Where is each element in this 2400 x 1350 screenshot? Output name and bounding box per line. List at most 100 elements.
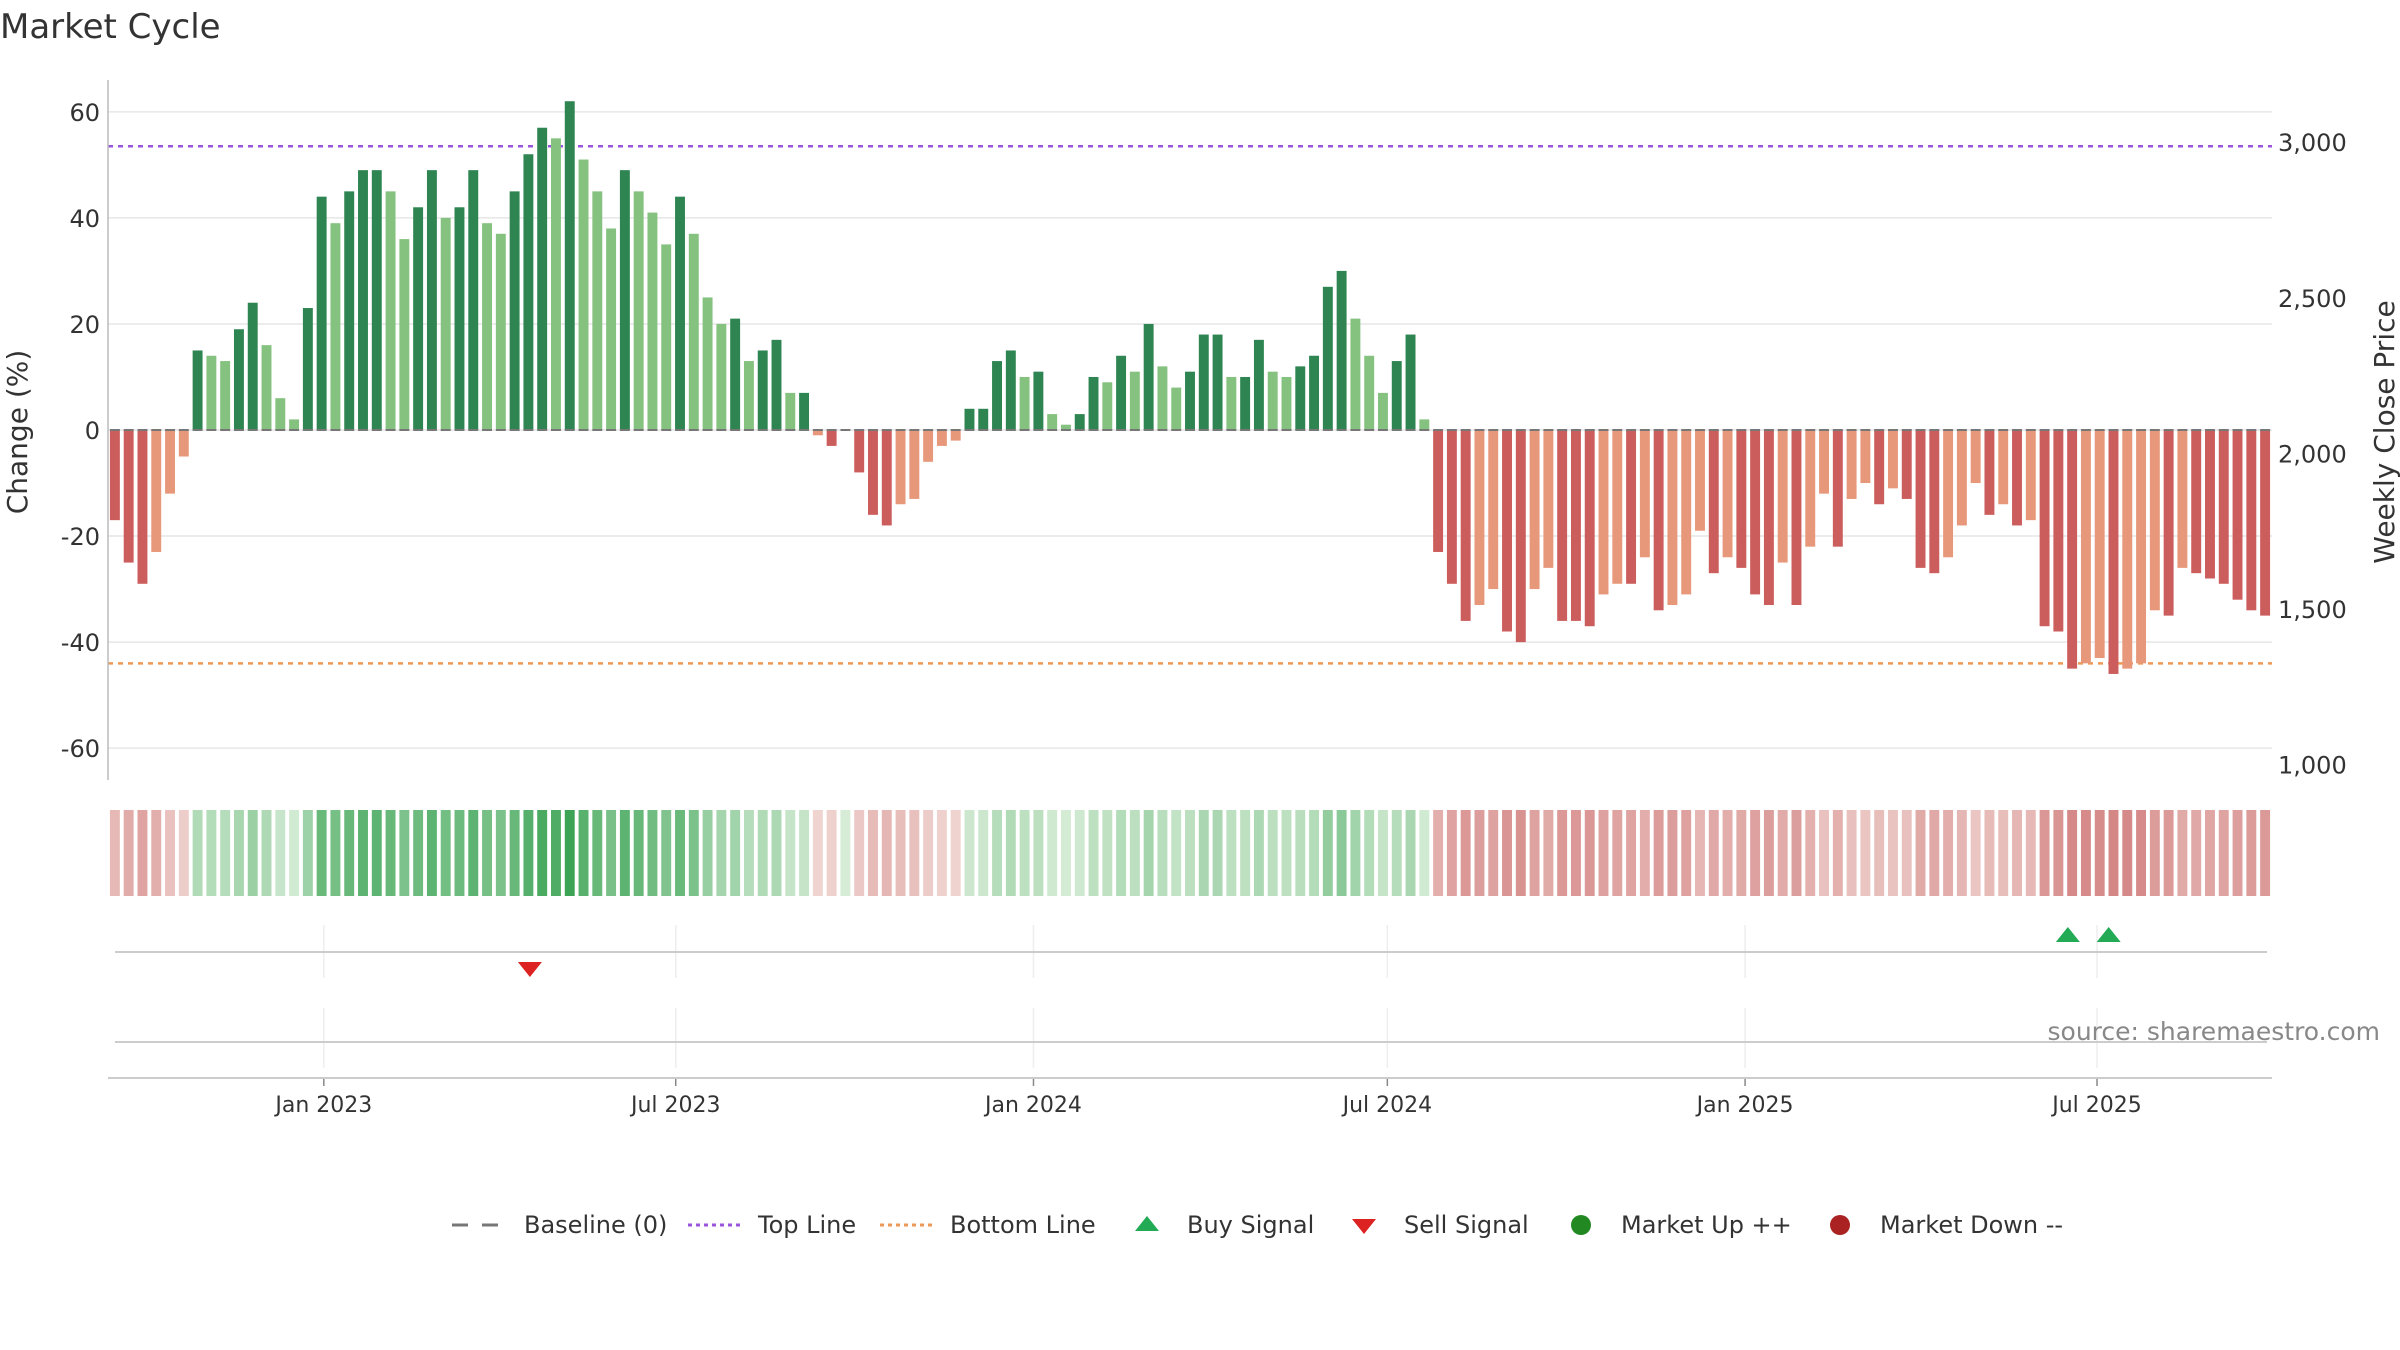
heat-cell	[1598, 810, 1609, 896]
heat-cell	[1088, 810, 1099, 896]
bar	[385, 191, 396, 430]
heat-cell	[206, 810, 217, 896]
heat-cell	[247, 810, 258, 896]
bar	[1446, 430, 1457, 584]
bar	[2012, 430, 2022, 526]
heat-cell	[165, 810, 175, 896]
heat-cell	[1557, 810, 1568, 896]
bar	[1653, 430, 1664, 611]
heat-cell	[302, 810, 313, 896]
heat-cell	[2039, 810, 2050, 896]
y-tick-label: -60	[61, 735, 100, 763]
bar	[619, 170, 630, 430]
heat-cell	[1984, 810, 1995, 896]
heat-cell	[799, 810, 810, 896]
heat-cell	[2080, 810, 2091, 896]
heat-cell	[2177, 810, 2188, 896]
bar	[2080, 430, 2091, 664]
bar	[413, 207, 424, 430]
heat-cell	[1708, 810, 1719, 896]
heat-cell	[261, 810, 272, 896]
bar	[1433, 430, 1444, 552]
heat-cell	[1667, 810, 1678, 896]
bar	[1129, 371, 1140, 430]
bar	[550, 138, 561, 431]
bar	[1405, 334, 1416, 430]
bar	[1309, 355, 1320, 430]
bar	[1570, 430, 1581, 621]
signal-panel	[115, 925, 2267, 978]
y2-tick-label: 3,000	[2278, 129, 2347, 157]
heat-cell	[1391, 810, 1402, 896]
bar	[647, 212, 658, 430]
bar	[1198, 334, 1209, 430]
bar	[661, 244, 672, 430]
heat-cell	[2122, 810, 2133, 896]
bar	[730, 318, 741, 430]
x-axis: Jan 2023 Jul 2023 Jan 2024 Jul 2024 Jan 2025…	[108, 1077, 2272, 1118]
bar	[2136, 430, 2147, 664]
heat-cell	[743, 810, 754, 896]
bar	[2246, 430, 2257, 611]
bar	[358, 170, 368, 430]
heat-cell	[1185, 810, 1195, 896]
bar	[1502, 430, 1512, 632]
bar	[1185, 371, 1195, 430]
x-tick-label: Jan 2023	[273, 1093, 372, 1118]
heat-cell	[233, 810, 244, 896]
reference-lines	[108, 145, 2272, 665]
bar	[633, 191, 644, 430]
heat-cell	[1419, 810, 1430, 896]
bar	[1584, 430, 1595, 627]
heat-cell	[1998, 810, 2009, 896]
bar	[330, 223, 341, 430]
bar	[1791, 430, 1802, 605]
heat-cell	[688, 810, 699, 896]
heat-cell	[275, 810, 286, 896]
legend-label: Buy Signal	[1187, 1211, 1314, 1239]
bar	[1846, 430, 1857, 499]
bar	[923, 430, 934, 462]
heat-cell	[1777, 810, 1788, 896]
heat-cell	[2067, 810, 2078, 896]
heat-cell	[1322, 810, 1333, 896]
bar	[592, 191, 603, 430]
heat-cell	[1695, 810, 1705, 896]
heat-cell	[1653, 810, 1664, 896]
buy-signal-marker	[2055, 927, 2080, 942]
legend-label: Baseline (0)	[524, 1211, 667, 1239]
bar	[1832, 430, 1843, 547]
heat-cell	[468, 810, 479, 896]
legend-item: Market Up ++	[1571, 1211, 1792, 1239]
legend-item: Baseline (0)	[452, 1211, 667, 1239]
heat-cell	[454, 810, 465, 896]
axis-layer: -60 -40 -20 0 20 40 60 1,000 1,500 2,000 2,500 3,00…	[61, 80, 2347, 780]
heat-cell	[413, 810, 424, 896]
heat-cell	[1295, 810, 1306, 896]
bar	[2053, 430, 2064, 632]
heat-cell	[1502, 810, 1512, 896]
heat-cell	[1515, 810, 1526, 896]
heat-cell	[1446, 810, 1457, 896]
heat-cell	[1253, 810, 1264, 896]
heat-cell	[1405, 810, 1416, 896]
bar	[854, 430, 865, 473]
bar	[1171, 387, 1182, 430]
heat-cell	[1956, 810, 1967, 896]
bar	[2177, 430, 2188, 568]
bar	[1295, 366, 1306, 430]
heat-cell	[385, 810, 396, 896]
bar	[1639, 430, 1650, 558]
bar	[178, 430, 189, 457]
heat-cell	[2260, 810, 2271, 896]
heat-cell	[316, 810, 327, 896]
heat-cell	[482, 810, 493, 896]
heat-cell	[1157, 810, 1168, 896]
heat-cell	[426, 810, 437, 896]
heat-cell	[123, 810, 134, 896]
heat-cell	[495, 810, 506, 896]
y-axis-label-right: Weekly Close Price	[2368, 300, 2400, 563]
chart-title: Market Cycle	[0, 7, 221, 47]
heat-cell	[647, 810, 658, 896]
y-tick-label: 40	[69, 205, 100, 233]
